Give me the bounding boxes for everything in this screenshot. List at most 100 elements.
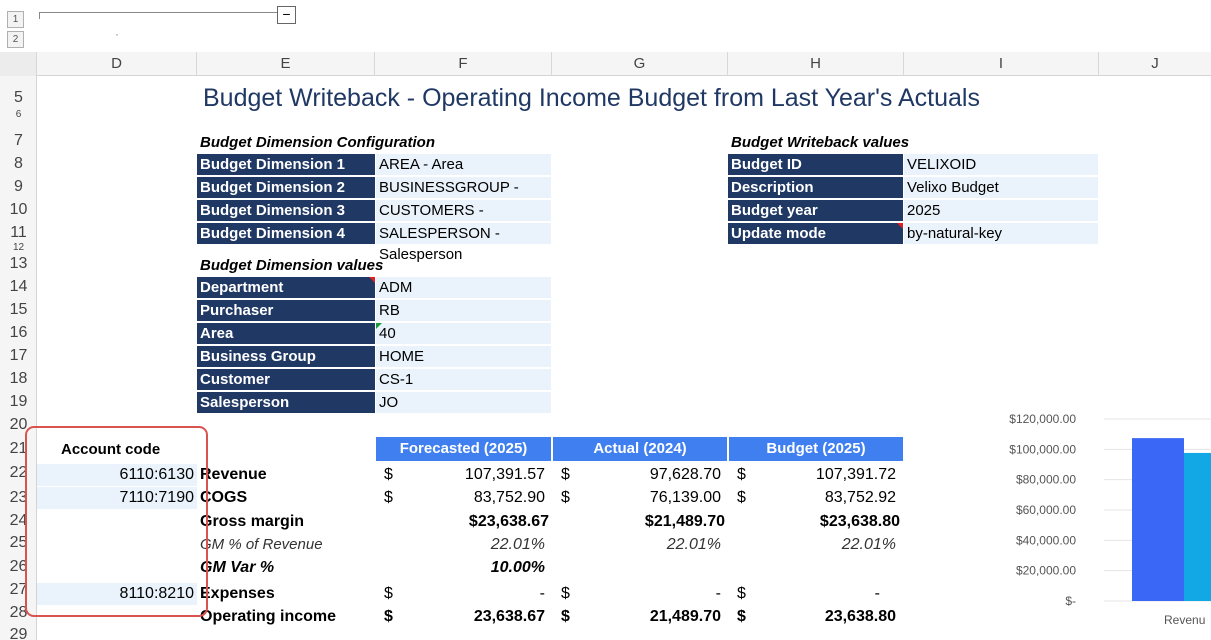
column-header-d[interactable]: D	[37, 52, 197, 76]
row-header[interactable]: 27	[9, 581, 28, 598]
row-header[interactable]: 12	[12, 242, 25, 250]
actual-value[interactable]: $21,489.70	[644, 513, 725, 530]
comment-indicator[interactable]	[369, 277, 375, 283]
actual-value[interactable]: 21,489.70	[649, 608, 721, 625]
dimvalue-label: Department	[197, 277, 375, 298]
row-header[interactable]: 6	[15, 109, 22, 119]
comment-indicator[interactable]	[897, 223, 903, 229]
currency-symbol: $	[384, 585, 393, 602]
forecast-value[interactable]: 23,638.67	[473, 608, 545, 625]
row-header-bar: 5 6 7 8 9 10 11 12 13 14 15 16 17 18 19 …	[0, 76, 37, 640]
currency-symbol: $	[384, 466, 393, 483]
row-header[interactable]: 7	[14, 132, 23, 149]
row-header[interactable]: 8	[14, 155, 23, 172]
column-header-j[interactable]: J	[1151, 55, 1159, 72]
dimvalues-heading: Budget Dimension values	[200, 257, 384, 274]
config-value[interactable]: CUSTOMERS - Customer	[376, 200, 551, 240]
account-code-cell[interactable]: 6110:6130	[119, 466, 194, 483]
dimvalue-label: Area	[197, 323, 375, 344]
budget-value[interactable]: 83,752.92	[824, 489, 896, 506]
forecast-value[interactable]: 107,391.57	[464, 466, 545, 483]
config-value[interactable]: AREA - Area	[376, 154, 551, 175]
dimvalue-value[interactable]: JO	[376, 392, 551, 413]
budget-value[interactable]: -	[874, 585, 880, 602]
forecast-value[interactable]: -	[539, 585, 545, 602]
column-header-g[interactable]: G	[552, 52, 728, 76]
row-header[interactable]: 29	[9, 626, 28, 640]
outline-collapse-button[interactable]: −	[277, 6, 296, 24]
row-header[interactable]: 23	[9, 489, 28, 506]
actual-value[interactable]: 76,139.00	[649, 489, 721, 506]
writeback-value[interactable]: Velixo Budget	[904, 177, 1098, 198]
row-header[interactable]: 17	[9, 347, 28, 364]
outline-level-2-button[interactable]: 2	[7, 31, 24, 48]
writeback-heading: Budget Writeback values	[731, 134, 910, 151]
chart-bar[interactable]	[1132, 438, 1184, 601]
row-header[interactable]: 24	[9, 512, 28, 529]
budget-value[interactable]: 107,391.72	[815, 466, 896, 483]
column-header-e[interactable]: E	[197, 52, 375, 76]
select-all-corner[interactable]	[0, 52, 37, 76]
writeback-value[interactable]: 2025	[904, 200, 1098, 221]
chart-bar[interactable]	[1184, 452, 1211, 601]
currency-symbol: $	[737, 489, 746, 506]
forecast-value[interactable]: 22.01%	[490, 536, 545, 553]
writeback-value[interactable]: VELIXOID	[904, 154, 1098, 175]
chart-bars	[1132, 438, 1211, 601]
column-header-i[interactable]: I	[904, 52, 1099, 76]
row-header[interactable]: 18	[9, 370, 28, 387]
row-header[interactable]: 19	[9, 393, 28, 410]
column-header-h[interactable]: H	[728, 52, 904, 76]
dimvalue-value[interactable]: RB	[376, 300, 551, 321]
row-header[interactable]: 25	[9, 534, 28, 551]
currency-symbol: $	[561, 489, 570, 506]
row-header[interactable]: 9	[14, 178, 23, 195]
row-header[interactable]: 16	[9, 324, 28, 341]
writeback-value[interactable]: by-natural-key	[904, 223, 1098, 244]
row-header[interactable]: 11	[10, 224, 27, 241]
row-header[interactable]: 26	[9, 558, 28, 575]
chart-category-label: Revenu	[1164, 613, 1205, 627]
chart-y-tick-label: $120,000.00	[1009, 412, 1076, 426]
config-value[interactable]: SALESPERSON - Salesperson	[376, 223, 551, 263]
forecast-value[interactable]: $23,638.67	[468, 513, 549, 530]
row-header[interactable]: 21	[9, 440, 28, 457]
dimvalue-value[interactable]: ADM	[376, 277, 551, 298]
account-code-cell[interactable]: 8110:8210	[119, 585, 194, 602]
budget-header: Budget (2025)	[729, 437, 903, 461]
row-header[interactable]: 28	[9, 604, 28, 621]
forecast-value[interactable]: 83,752.90	[473, 489, 545, 506]
budget-value[interactable]: 23,638.80	[824, 608, 896, 625]
outline-dot: ·	[115, 27, 119, 41]
row-header[interactable]: 15	[9, 301, 28, 318]
revenue-chart[interactable]: $120,000.00 $100,000.00 $80,000.00 $60,000.…	[904, 405, 1211, 640]
row-header[interactable]: 22	[9, 464, 28, 481]
row-header[interactable]: 5	[14, 89, 23, 106]
row-header[interactable]: 20	[9, 416, 28, 433]
row-header[interactable]: 14	[9, 278, 28, 295]
currency-symbol: $	[384, 608, 393, 625]
dimvalue-value[interactable]: 40	[376, 323, 551, 344]
budget-value[interactable]: $23,638.80	[819, 513, 900, 530]
account-code-cell[interactable]: 7110:7190	[119, 489, 194, 506]
column-header-f[interactable]: F	[375, 52, 552, 76]
chart-y-tick-label: $20,000.00	[1016, 564, 1076, 578]
outline-level-1-button[interactable]: 1	[7, 11, 24, 28]
row-label: Revenue	[200, 466, 267, 483]
dimvalue-value[interactable]: CS-1	[376, 369, 551, 390]
config-value[interactable]: BUSINESSGROUP - Business Group	[376, 177, 551, 217]
error-indicator[interactable]	[376, 323, 382, 329]
currency-symbol: $	[561, 585, 570, 602]
budget-value[interactable]: 22.01%	[841, 536, 896, 553]
currency-symbol: $	[561, 466, 570, 483]
row-header[interactable]: 10	[9, 201, 28, 218]
account-cell-bg	[37, 487, 197, 509]
column-header-bar: D E F G H I J	[0, 52, 1211, 76]
actual-value[interactable]: -	[715, 585, 721, 602]
dimvalue-value[interactable]: HOME	[376, 346, 551, 367]
actual-value[interactable]: 97,628.70	[649, 466, 721, 483]
actual-value[interactable]: 22.01%	[666, 536, 721, 553]
forecast-value[interactable]: 10.00%	[490, 559, 545, 576]
row-header[interactable]: 13	[9, 255, 28, 272]
forecast-header: Forecasted (2025)	[376, 437, 551, 461]
